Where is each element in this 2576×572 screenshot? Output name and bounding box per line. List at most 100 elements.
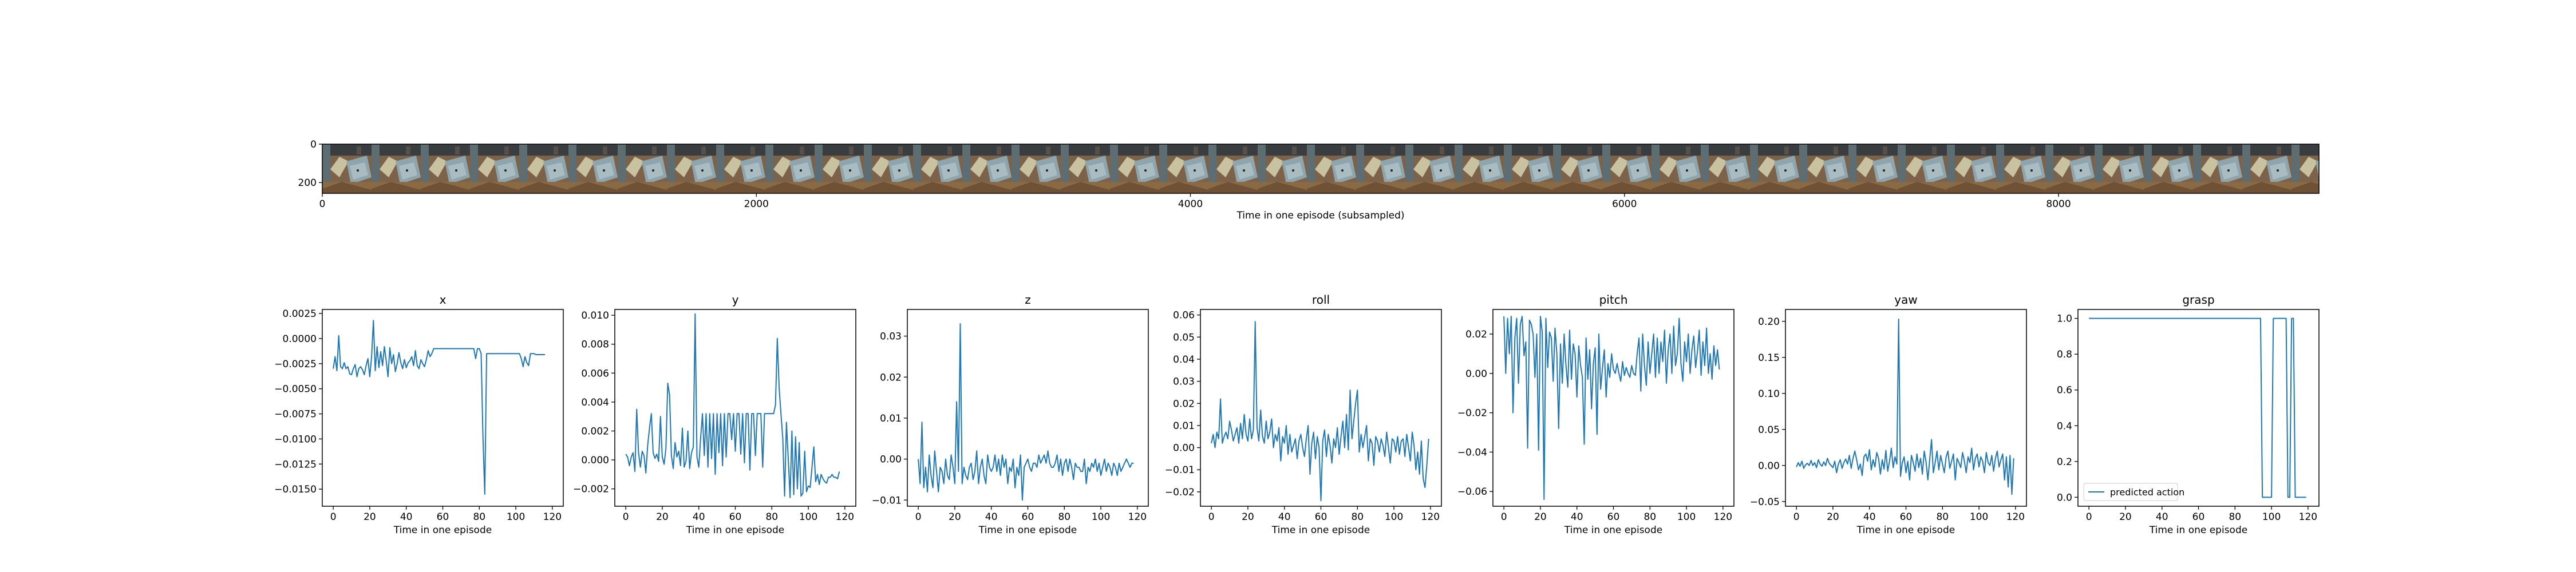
y-tick-label: 0.03 [1173,376,1195,388]
x-tick-label: 0 [2086,511,2092,523]
legend-box [2083,483,2178,501]
x-tick-label: 100 [2262,511,2281,523]
x-tick-label: 60 [1315,511,1327,523]
x-tick-label: 60 [1022,511,1034,523]
strip-x-tick-label: 0 [319,198,326,210]
panel-title: z [1025,293,1031,307]
panel-title: roll [1312,293,1330,307]
series-line [2089,317,2306,498]
panel-title: yaw [1894,293,1917,307]
strip-axes-frame [322,144,2320,194]
y-tick-label: 0.0 [2057,492,2072,503]
y-tick-label: 0.20 [1758,316,1780,328]
x-tick-label: 120 [2006,511,2025,523]
series-line [1211,321,1429,502]
x-tick-label: 100 [1385,511,1403,523]
axes-frame [1785,309,2027,507]
x-tick-label: 20 [1827,511,1839,523]
panel-roll: roll 0 20 40 60 80 100 120 0.06 0.05 0.04 0.03 0.02 0… [1165,293,1442,536]
x-tick-label: 80 [1058,511,1070,523]
x-tick-label: 0 [1208,511,1215,523]
y-tick-label: 0.05 [1758,424,1780,436]
series-line [625,313,840,498]
y-tick-label: 0.06 [1173,310,1195,321]
panel-z: z 0 20 40 60 80 100 120 0.03 0.02 0.01 0.00 −0.01 Tim… [872,293,1149,536]
strip-y-tick-label: 0 [310,139,317,150]
y-tick-label: 0.0025 [283,308,317,320]
y-tick-label: −0.0075 [274,409,317,420]
y-tick-label: 0.02 [1465,329,1487,340]
y-tick-label: 0.010 [581,310,609,321]
strip-x-tick-label: 4000 [1178,198,1203,210]
x-tick-label: 0 [1793,511,1800,523]
y-tick-label: 0.6 [2057,385,2072,396]
panel-y: y 0 20 40 60 80 100 120 0.010 0.008 0.006 0.004 0.00… [573,293,856,536]
x-axis-label: Time in one episode [978,525,1077,536]
x-tick-label: 40 [693,511,705,523]
x-tick-label: 20 [1242,511,1254,523]
y-tick-label: 0.02 [1173,398,1195,410]
x-tick-label: 20 [656,511,669,523]
panel-title: pitch [1599,293,1628,307]
y-tick-label: 1.0 [2057,313,2072,325]
x-tick-label: 0 [623,511,629,523]
x-axis-label: Time in one episode [686,525,784,536]
x-tick-label: 20 [2119,511,2132,523]
panel-title: y [732,293,739,307]
x-tick-label: 120 [1128,511,1147,523]
y-tick-label: 0.004 [581,397,609,408]
x-axis-label: Time in one episode [1564,525,1662,536]
axes-frame [2077,309,2320,507]
y-tick-label: −0.05 [1750,496,1780,508]
y-tick-label: 0.00 [880,454,902,466]
y-tick-label: −0.04 [1457,447,1487,458]
x-tick-label: 80 [2229,511,2241,523]
panel-title: grasp [2182,293,2214,307]
x-tick-label: 120 [1421,511,1440,523]
x-tick-label: 60 [437,511,449,523]
strip-x-axis-label: Time in one episode (subsampled) [1236,210,1404,221]
axes-frame [614,309,856,507]
y-tick-label: 0.00 [1758,460,1780,472]
y-tick-label: 0.00 [1173,443,1195,454]
y-tick-label: 0.008 [581,339,609,351]
y-tick-label: −0.0050 [274,384,317,395]
x-tick-label: 40 [400,511,413,523]
x-tick-label: 20 [949,511,961,523]
y-tick-label: 0.01 [1173,420,1195,432]
x-tick-label: 0 [1501,511,1507,523]
x-tick-label: 100 [507,511,525,523]
y-tick-label: −0.02 [1165,487,1195,498]
y-tick-label: 0.01 [880,413,902,424]
y-tick-label: −0.0125 [274,459,317,470]
strip-y-tick-label: 200 [298,177,317,189]
y-tick-label: 0.10 [1758,388,1780,400]
x-tick-label: 60 [1607,511,1620,523]
x-axis-label: Time in one episode [1856,525,1955,536]
panel-title: x [440,293,447,307]
y-tick-label: 0.000 [581,455,609,466]
series-line [918,323,1134,501]
x-tick-label: 0 [330,511,337,523]
x-tick-label: 20 [364,511,376,523]
x-tick-label: 100 [1970,511,1988,523]
series-line [1796,319,2014,495]
x-tick-label: 80 [1643,511,1656,523]
x-tick-label: 120 [1714,511,1732,523]
x-tick-label: 120 [836,511,854,523]
x-tick-label: 60 [729,511,742,523]
y-tick-label: 0.15 [1758,352,1780,364]
y-tick-label: −0.0100 [274,434,317,445]
x-tick-label: 120 [543,511,562,523]
action-panels: x0 20 40 60 80 100 1200.00250.0000−0.0025−0.00… [274,293,2320,536]
y-tick-label: 0.4 [2057,420,2072,432]
x-axis-label: Time in one episode [393,525,492,536]
panel-grasp: grasp 0 20 40 60 80 100 120 1.0 0.8 0.6 0.4 0.2 0.0 Ti… [2057,293,2320,536]
x-tick-label: 100 [1677,511,1696,523]
x-tick-label: 80 [765,511,778,523]
axes-frame [1200,309,1442,507]
y-tick-label: −0.002 [573,484,609,495]
